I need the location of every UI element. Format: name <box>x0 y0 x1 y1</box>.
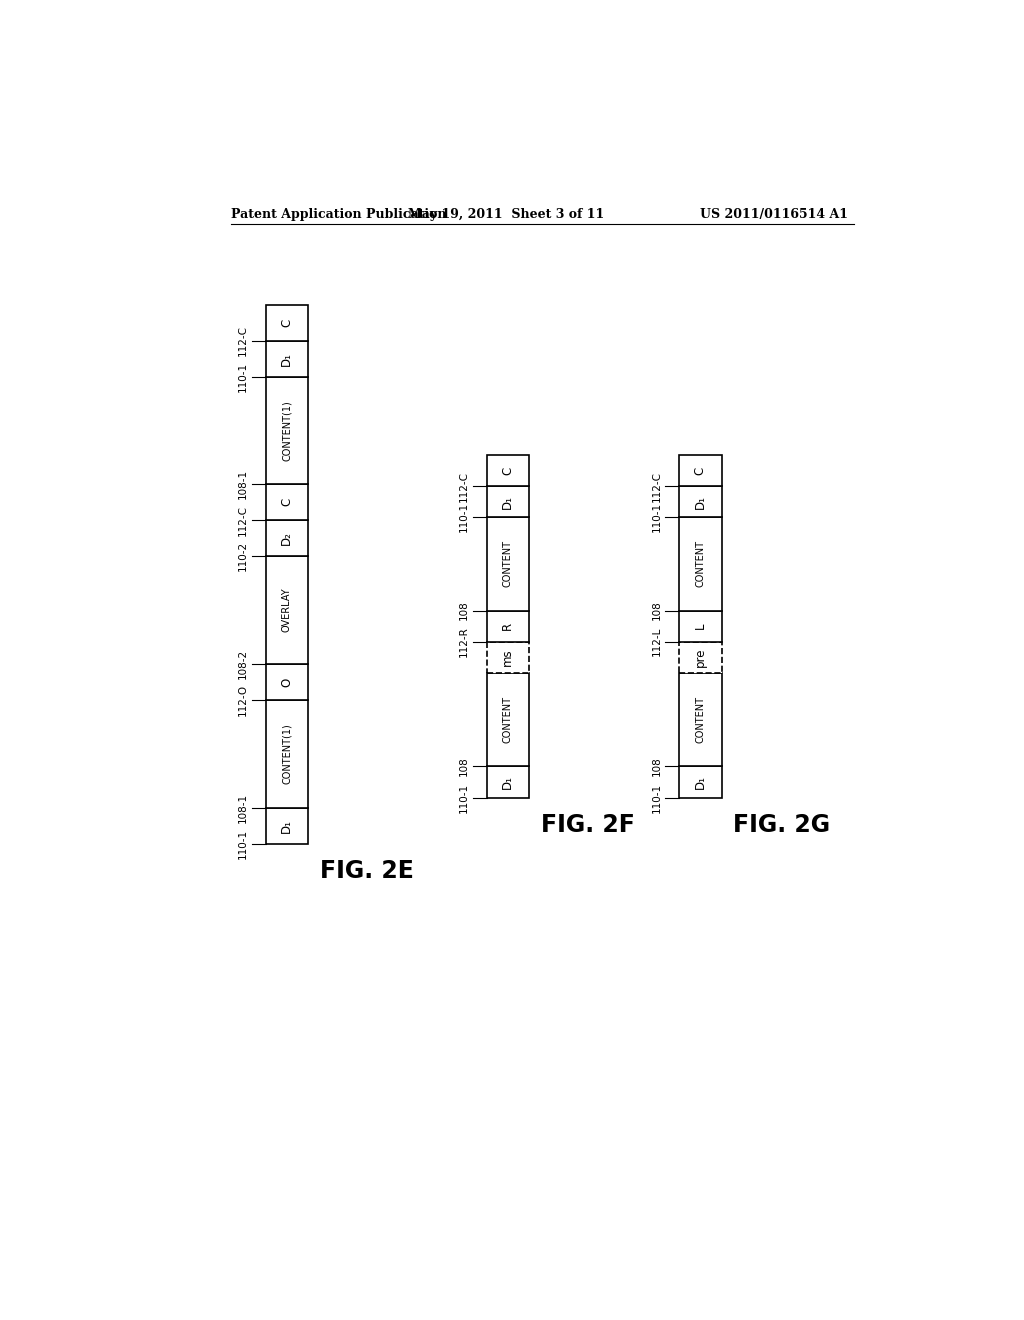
Text: US 2011/0116514 A1: US 2011/0116514 A1 <box>700 209 848 222</box>
Text: 108-1: 108-1 <box>238 793 248 822</box>
Bar <box>486 611 529 642</box>
Text: FIG. 2E: FIG. 2E <box>319 859 414 883</box>
Text: ms: ms <box>502 648 514 667</box>
Bar <box>679 486 722 517</box>
Text: D₁: D₁ <box>281 351 293 366</box>
Text: 110-1: 110-1 <box>459 783 469 813</box>
Text: C: C <box>694 466 707 475</box>
Text: 108: 108 <box>459 601 469 620</box>
Text: O: O <box>281 677 293 686</box>
Text: D₂: D₂ <box>281 532 293 545</box>
Text: C: C <box>281 318 293 327</box>
Text: FIG. 2G: FIG. 2G <box>733 813 830 837</box>
Text: 110-2: 110-2 <box>238 541 248 572</box>
Text: CONTENT: CONTENT <box>503 696 513 743</box>
Bar <box>265 376 308 484</box>
Bar <box>265 341 308 376</box>
Text: 112-C: 112-C <box>459 470 469 502</box>
Text: CONTENT: CONTENT <box>695 696 706 743</box>
Text: 108: 108 <box>651 756 662 776</box>
Text: R: R <box>502 622 514 630</box>
Bar <box>265 305 308 341</box>
Bar <box>265 808 308 843</box>
Bar <box>679 517 722 611</box>
Text: 108-1: 108-1 <box>238 470 248 499</box>
Text: 108: 108 <box>459 756 469 776</box>
Text: 110-1: 110-1 <box>651 502 662 532</box>
Text: May 19, 2011  Sheet 3 of 11: May 19, 2011 Sheet 3 of 11 <box>408 209 604 222</box>
Text: CONTENT(1): CONTENT(1) <box>282 400 292 461</box>
Bar <box>679 642 722 673</box>
Text: C: C <box>502 466 514 475</box>
Text: FIG. 2F: FIG. 2F <box>541 813 635 837</box>
Text: 112-C: 112-C <box>238 325 248 356</box>
Bar <box>486 642 529 673</box>
Text: 110-1: 110-1 <box>238 829 248 859</box>
Bar <box>265 556 308 664</box>
Text: L: L <box>694 623 707 630</box>
Bar <box>486 767 529 797</box>
Text: 112-O: 112-O <box>238 684 248 715</box>
Text: CONTENT: CONTENT <box>503 540 513 587</box>
Bar <box>265 664 308 700</box>
Text: CONTENT: CONTENT <box>695 540 706 587</box>
Bar <box>679 455 722 486</box>
Text: 110-1: 110-1 <box>459 502 469 532</box>
Text: Patent Application Publication: Patent Application Publication <box>230 209 446 222</box>
Text: D₁: D₁ <box>502 775 514 789</box>
Text: 112-L: 112-L <box>651 627 662 656</box>
Bar <box>679 767 722 797</box>
Text: pre: pre <box>694 648 707 667</box>
Text: 110-1: 110-1 <box>651 783 662 813</box>
Text: OVERLAY: OVERLAY <box>282 587 292 632</box>
Text: 108-2: 108-2 <box>238 649 248 678</box>
Text: D₁: D₁ <box>694 495 707 508</box>
Bar <box>265 700 308 808</box>
Text: D₁: D₁ <box>694 775 707 789</box>
Text: 112-R: 112-R <box>459 627 469 657</box>
Text: CONTENT(1): CONTENT(1) <box>282 723 292 784</box>
Bar <box>486 517 529 611</box>
Bar <box>265 520 308 556</box>
Text: C: C <box>281 498 293 507</box>
Bar <box>486 486 529 517</box>
Bar <box>679 673 722 767</box>
Bar <box>486 673 529 767</box>
Text: 108: 108 <box>651 601 662 620</box>
Bar <box>679 611 722 642</box>
Text: D₁: D₁ <box>281 818 293 833</box>
Text: 110-1: 110-1 <box>238 362 248 392</box>
Text: D₁: D₁ <box>502 495 514 508</box>
Bar <box>486 455 529 486</box>
Bar <box>265 484 308 520</box>
Text: 112-C: 112-C <box>651 470 662 502</box>
Text: 112-C: 112-C <box>238 504 248 536</box>
